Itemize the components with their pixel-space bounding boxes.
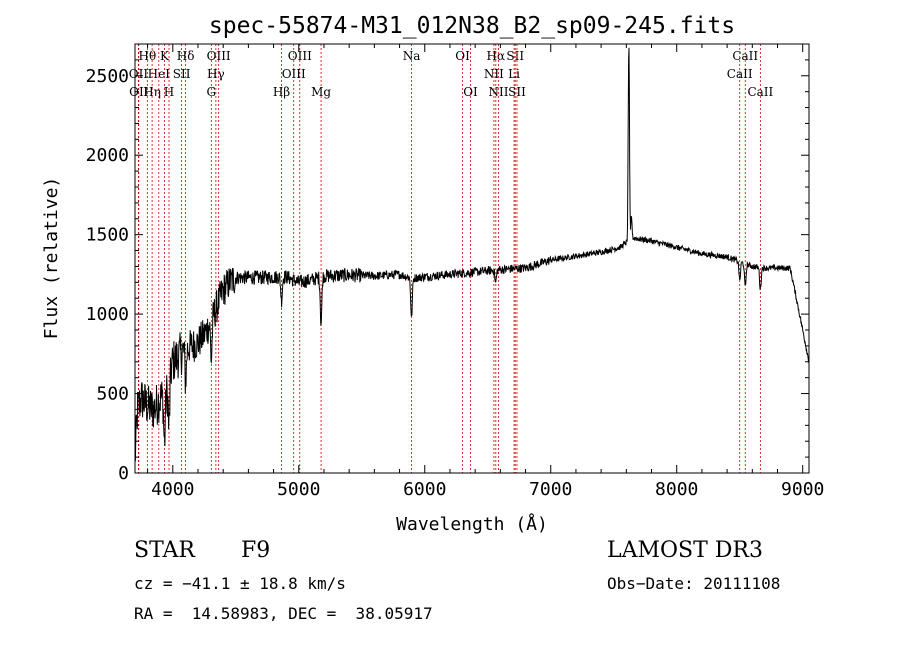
line-marker-label: SII [506, 49, 524, 63]
line-marker-label: OIII [207, 49, 231, 63]
plot-frame [134, 43, 810, 474]
line-marker-label: Li [508, 67, 520, 81]
spectrum-line [134, 47, 810, 462]
coordinates: RA = 14.58983, DEC = 38.05917 [134, 604, 433, 623]
line-marker-label: OIII [282, 67, 306, 81]
line-marker-label: OI [455, 49, 470, 63]
line-marker-label: OI [463, 85, 478, 99]
line-marker-label: SII [508, 85, 526, 99]
y-tick-label: 500 [96, 384, 129, 405]
y-axis-label: Flux (relative) [41, 177, 62, 340]
spectral-class: F9 [241, 538, 271, 563]
x-tick-label: 6000 [403, 479, 446, 500]
line-marker-label: CaII [732, 49, 758, 63]
velocity-readout: cz = −41.1 ± 18.8 km/s [134, 574, 346, 593]
chart-title: spec-55874-M31_012N38_B2_sp09-245.fits [209, 13, 735, 39]
line-marker-label: SII [173, 67, 191, 81]
object-type: STAR [134, 538, 195, 563]
line-marker-label: NII [488, 85, 508, 99]
x-tick-label: 8000 [655, 479, 698, 500]
axis-ticks: 4000 5000 6000 7000 8000 9000 0 500 1000 1500 2000… [86, 44, 824, 500]
x-tick-label: 9000 [781, 479, 824, 500]
line-marker-label: G [207, 85, 217, 99]
y-tick-label: 1000 [86, 304, 129, 325]
line-marker-label: Hγ [207, 67, 225, 81]
y-tick-label: 0 [118, 463, 129, 484]
x-tick-label: 7000 [529, 479, 572, 500]
obs-date: Obs−Date: 20111108 [607, 574, 781, 593]
line-marker-label: HeI [148, 67, 171, 81]
line-marker-label: OIII [288, 49, 312, 63]
line-marker-label: Na [403, 49, 421, 63]
line-marker-label: Hθ [138, 49, 156, 63]
x-tick-label: 4000 [151, 479, 194, 500]
x-tick-label: 5000 [277, 479, 320, 500]
line-marker-label: H [164, 85, 174, 99]
y-tick-label: 2500 [86, 66, 129, 87]
line-marker-label: Hδ [177, 49, 195, 63]
line-marker-label: CaII [747, 85, 773, 99]
line-marker-label: Hα [487, 49, 506, 63]
line-marker-label: Hη [143, 85, 161, 99]
spectrum [134, 47, 810, 462]
line-marker-label: NII [484, 67, 504, 81]
line-marker-label: CaII [727, 67, 753, 81]
line-marker-label: Hβ [273, 85, 290, 99]
y-tick-label: 2000 [86, 145, 129, 166]
survey-name: LAMOST DR3 [607, 538, 763, 563]
line-marker-label: K [160, 49, 170, 63]
y-tick-label: 1500 [86, 225, 129, 246]
line-marker-label: Mg [311, 85, 331, 99]
x-axis-label: Wavelength (Å) [396, 513, 548, 535]
